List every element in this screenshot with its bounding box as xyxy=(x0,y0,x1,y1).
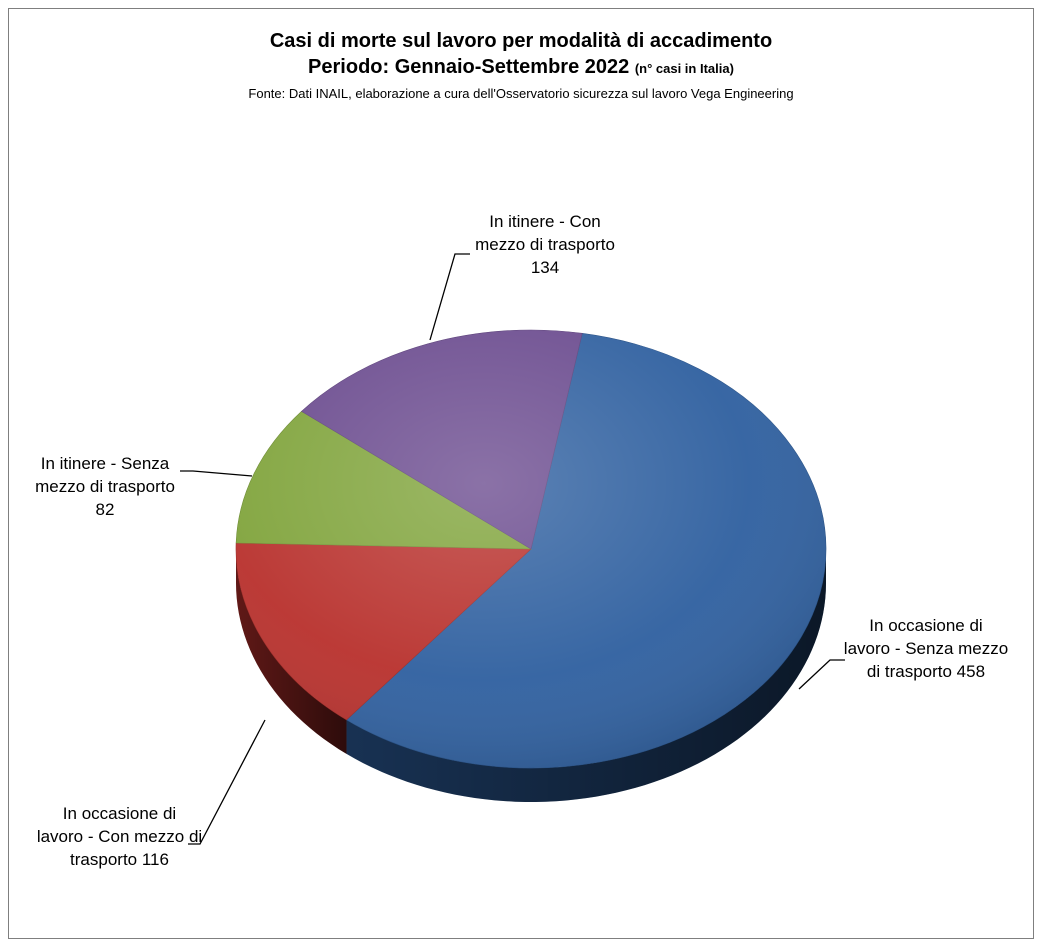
slice-label-3: In itinere - Con mezzo di trasporto 134 xyxy=(440,210,650,279)
pie-side-shade-0 xyxy=(346,549,826,802)
slice-label-2: In itinere - Senza mezzo di trasporto 82 xyxy=(15,452,195,521)
pie-shine xyxy=(236,330,826,768)
slice-label-1-line-1: lavoro - Con mezzo di xyxy=(36,827,203,846)
slice-label-3-line-2: 134 xyxy=(530,258,560,277)
chart-subtitle: Periodo: Gennaio-Settembre 2022 (n° casi… xyxy=(0,54,1042,82)
slice-label-2-line-2: 82 xyxy=(95,500,115,519)
slice-label-2-line-0: In itinere - Senza xyxy=(40,454,170,473)
chart-source: Fonte: Dati INAIL, elaborazione a cura d… xyxy=(248,86,794,101)
title-block: Casi di morte sul lavoro per modalità di… xyxy=(0,28,1042,104)
leader-line-1 xyxy=(188,719,266,845)
slice-label-0: In occasione di lavoro - Senza mezzo di tr… xyxy=(820,614,1032,683)
slice-label-0-line-1: lavoro - Senza mezzo xyxy=(843,639,1009,658)
leader-line-0 xyxy=(798,659,845,690)
leader-line-2 xyxy=(180,470,253,477)
leader-line-3 xyxy=(429,253,470,341)
pie-side-shade-1 xyxy=(236,549,347,754)
pie-sides xyxy=(236,549,826,802)
subtitle-period: Periodo: Gennaio-Settembre 2022 xyxy=(308,56,630,78)
slice-label-0-line-2: di trasporto 458 xyxy=(866,662,986,681)
slice-label-0-line-0: In occasione di xyxy=(869,616,983,635)
slice-label-2-line-1: mezzo di trasporto xyxy=(35,477,175,496)
pie-tops xyxy=(235,329,827,769)
slice-label-1: In occasione di lavoro - Con mezzo di tras… xyxy=(12,802,227,871)
slice-label-1-line-0: In occasione di xyxy=(62,804,177,823)
subtitle-note: (n° casi in Italia) xyxy=(634,61,734,76)
chart-title: Casi di morte sul lavoro per modalità di… xyxy=(269,30,773,52)
slice-label-1-line-2: trasporto 116 xyxy=(70,850,169,869)
slice-label-3-line-1: mezzo di trasporto xyxy=(475,235,615,254)
leader-lines xyxy=(180,253,845,845)
slice-label-3-line-0: In itinere - Con xyxy=(489,212,601,231)
